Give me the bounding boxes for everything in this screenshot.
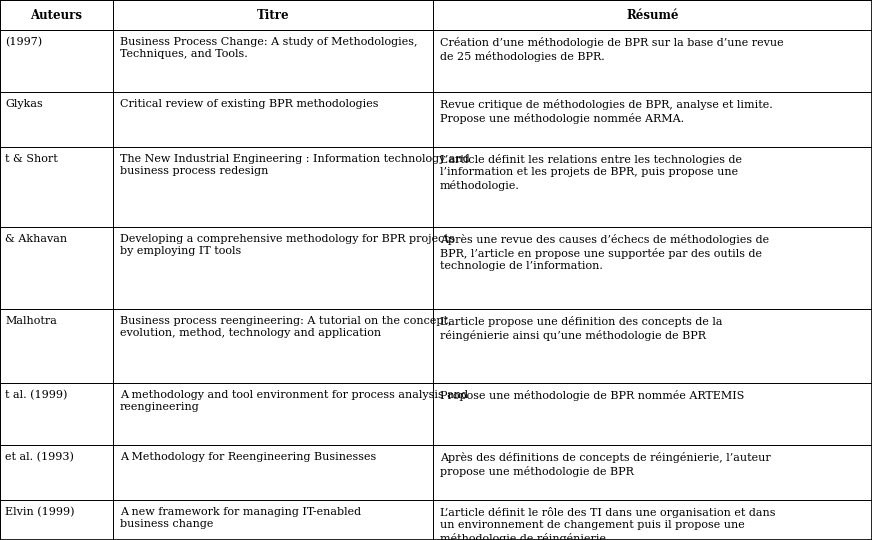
Bar [433,227,872,309]
Text: L’article définit les relations entre les technologies de
l’information et les p: L’article définit les relations entre le… [440,154,742,191]
Text: Après une revue des causes d’échecs de méthodologies de
BPR, l’article en propos: Après une revue des causes d’échecs de m… [440,234,769,271]
Text: et al. (1993): et al. (1993) [5,452,74,462]
Text: Elvin (1999): Elvin (1999) [5,507,74,517]
Bar [113,227,433,309]
Bar [0,147,113,227]
Text: L’article définit le rôle des TI dans une organisation et dans
un environnement : L’article définit le rôle des TI dans un… [440,507,775,540]
Bar [433,30,872,92]
Text: & Akhavan: & Akhavan [5,234,67,244]
Text: (1997): (1997) [5,37,42,48]
Bar [113,92,433,147]
Text: t al. (1999): t al. (1999) [5,390,67,400]
Bar [433,445,872,500]
Bar [113,147,433,227]
Bar [0,30,113,92]
Text: Après des définitions de concepts de réingénierie, l’auteur
propose une méthodol: Après des définitions de concepts de réi… [440,452,771,477]
Bar [113,500,433,540]
Bar [0,0,113,30]
Text: Propose une méthodologie de BPR nommée ARTEMIS: Propose une méthodologie de BPR nommée A… [440,390,745,401]
Text: Résumé: Résumé [626,9,678,22]
Bar [113,0,433,30]
Bar [0,227,113,309]
Text: Critical review of existing BPR methodologies: Critical review of existing BPR methodol… [120,99,378,109]
Bar [0,445,113,500]
Text: L’article propose une définition des concepts de la
réingénierie ainsi qu’une mé: L’article propose une définition des con… [440,316,723,341]
Bar [433,92,872,147]
Text: Business process reengineering: A tutorial on the concept,
evolution, method, te: Business process reengineering: A tutori… [120,316,452,339]
Text: Titre: Titre [256,9,290,22]
Text: t & Short: t & Short [5,154,58,164]
Text: Création d’une méthodologie de BPR sur la base d’une revue
de 25 méthodologies d: Création d’une méthodologie de BPR sur l… [440,37,784,62]
Bar [433,0,872,30]
Bar [113,445,433,500]
Bar [433,147,872,227]
Bar [0,383,113,445]
Text: Malhotra: Malhotra [5,316,57,326]
Bar [0,500,113,540]
Text: Auteurs: Auteurs [31,9,83,22]
Bar [113,383,433,445]
Bar [113,309,433,383]
Text: Glykas: Glykas [5,99,43,109]
Text: A Methodology for Reengineering Businesses: A Methodology for Reengineering Business… [120,452,376,462]
Text: A methodology and tool environment for process analysis and
reengineering: A methodology and tool environment for p… [120,390,468,413]
Bar [0,92,113,147]
Text: Developing a comprehensive methodology for BPR projects
by employing IT tools: Developing a comprehensive methodology f… [120,234,454,256]
Bar [433,309,872,383]
Text: The New Industrial Engineering : Information technology and
business process red: The New Industrial Engineering : Informa… [120,154,470,177]
Bar [433,383,872,445]
Text: Revue critique de méthodologies de BPR, analyse et limite.
Propose une méthodolo: Revue critique de méthodologies de BPR, … [440,99,773,124]
Bar [0,309,113,383]
Bar [433,500,872,540]
Text: A new framework for managing IT-enabled
business change: A new framework for managing IT-enabled … [120,507,361,529]
Text: Business Process Change: A study of Methodologies,
Techniques, and Tools.: Business Process Change: A study of Meth… [120,37,418,59]
Bar [113,30,433,92]
